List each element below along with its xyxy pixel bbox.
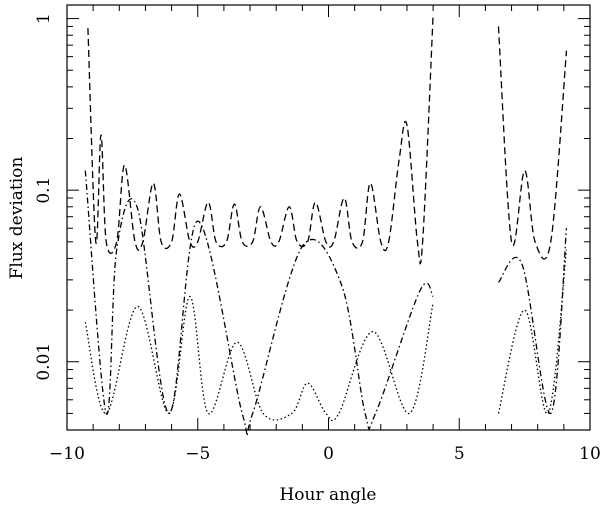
- x-tick-label: 0: [323, 444, 334, 464]
- series-dashed-line: [87, 14, 434, 265]
- series-dot-dash-line: [497, 228, 568, 415]
- ticks: [66, 5, 591, 430]
- y-tick-label: 1: [34, 13, 54, 24]
- y-tick-label: 0.1: [34, 177, 54, 204]
- plot-frame: [66, 4, 591, 431]
- x-tick-label: 10: [579, 444, 600, 464]
- series-dashed-line: [497, 26, 568, 260]
- series-dot-dash-line: [84, 170, 434, 437]
- x-tick-label: −10: [49, 444, 85, 464]
- curves: [84, 14, 568, 437]
- y-tick-label: 0.01: [34, 343, 54, 381]
- y-axis-title: Flux deviation: [7, 157, 27, 280]
- x-tick-labels: −10 −5 0 5 10: [49, 444, 600, 464]
- x-tick-label: −5: [185, 444, 210, 464]
- x-axis-title: Hour angle: [279, 485, 376, 505]
- y-tick-labels: 0.01 0.1 1: [34, 13, 54, 380]
- series-dotted-line: [497, 249, 568, 415]
- x-tick-label: 5: [454, 444, 465, 464]
- series-dotted-line: [84, 295, 434, 422]
